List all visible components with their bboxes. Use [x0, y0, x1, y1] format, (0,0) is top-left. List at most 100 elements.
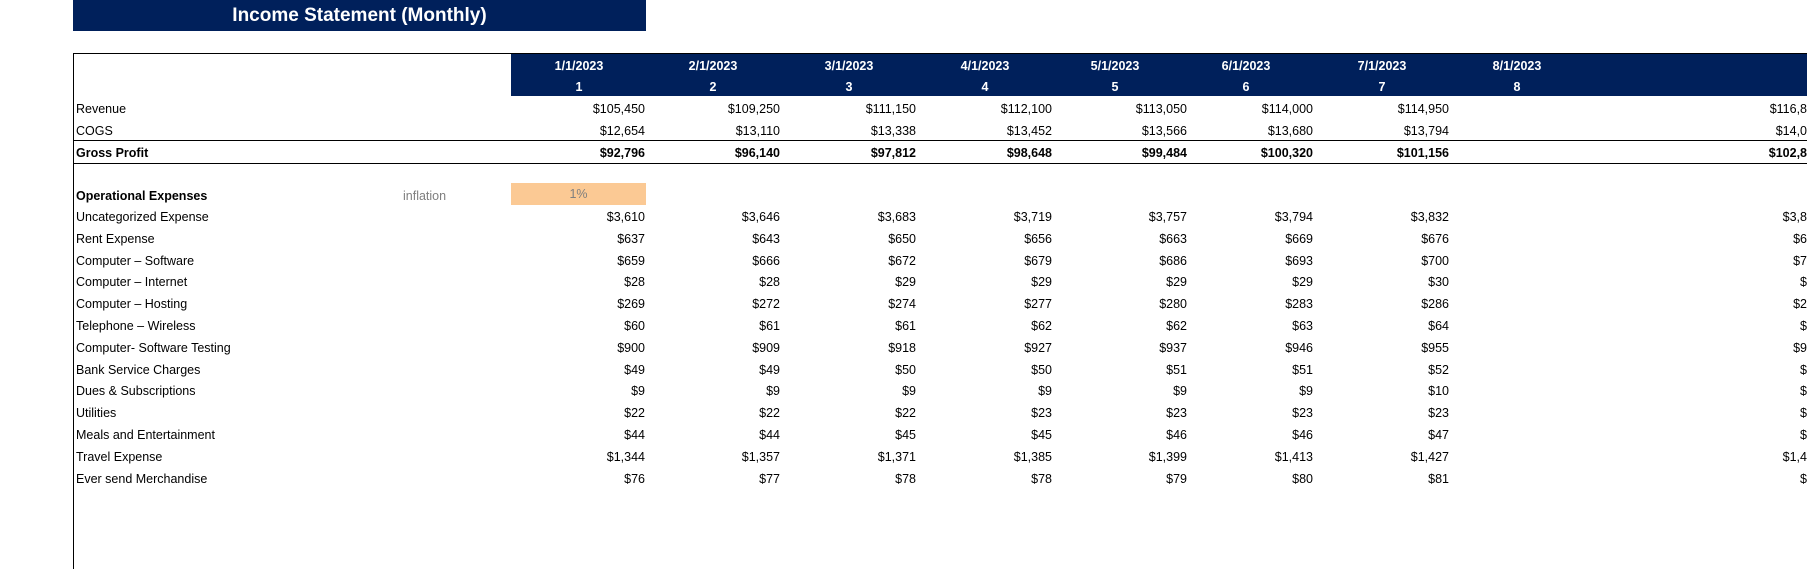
value-cell: $: [1800, 362, 1807, 377]
value-cell: $13,794: [1403, 124, 1449, 138]
row-label: Computer- Software Testing: [76, 340, 231, 355]
value-cell: $286: [1421, 297, 1449, 312]
value-cell: $45: [1031, 428, 1052, 442]
period-date: 3/1/2023: [824, 59, 874, 73]
value-cell: $23: [1292, 406, 1313, 421]
row-label: COGS: [76, 124, 113, 138]
value-cell: $22: [895, 406, 916, 421]
value-cell: $9: [766, 384, 780, 399]
value-cell: $23: [1166, 406, 1187, 421]
value-cell: $659: [617, 253, 645, 268]
value-cell: $280: [1159, 297, 1187, 312]
value-cell: $: [1800, 275, 1807, 290]
value-cell: $9: [902, 384, 916, 399]
value-cell: $22: [759, 406, 780, 421]
value-cell: $1,371: [877, 449, 916, 464]
value-cell: $101,156: [1396, 146, 1449, 160]
page-title: Income Statement (Monthly): [73, 0, 646, 31]
value-cell: $114,000: [1261, 102, 1313, 116]
period-date: 5/1/2023: [1090, 59, 1140, 73]
period-num: 6: [1242, 80, 1250, 94]
value-cell: $29: [895, 275, 916, 290]
value-cell: $14,0: [1775, 124, 1807, 138]
value-cell: $9: [1299, 384, 1313, 399]
value-cell: $: [1800, 428, 1807, 442]
value-cell: $60: [624, 319, 645, 333]
value-cell: $643: [752, 231, 780, 246]
value-cell: $62: [1166, 319, 1187, 333]
inflation-label: inflation: [403, 189, 447, 203]
value-cell: $51: [1292, 362, 1313, 377]
value-cell: $52: [1428, 362, 1449, 377]
row-label: Meals and Entertainment: [76, 428, 215, 442]
value-cell: $7: [1793, 253, 1807, 268]
value-cell: $13,338: [870, 124, 916, 138]
value-cell: $112,100: [1000, 102, 1052, 116]
period-date: 2/1/2023: [688, 59, 738, 73]
row-label: Dues & Subscriptions: [76, 384, 196, 399]
value-cell: $12,654: [599, 124, 645, 138]
row-label: Ever send Merchandise: [76, 471, 208, 486]
value-cell: $955: [1421, 340, 1449, 355]
value-cell: $272: [752, 297, 780, 312]
value-cell: $97,812: [870, 146, 916, 160]
value-cell: $918: [888, 340, 916, 355]
value-cell: $1,4: [1782, 449, 1807, 464]
value-cell: $937: [1159, 340, 1187, 355]
value-cell: $9: [1793, 340, 1807, 355]
value-cell: $1,357: [741, 449, 780, 464]
period-num: 8: [1513, 80, 1521, 94]
value-cell: $44: [759, 428, 780, 442]
value-cell: $46: [1166, 428, 1187, 442]
value-cell: $114,950: [1397, 102, 1449, 116]
period-num: 2: [709, 80, 717, 94]
value-cell: $3,683: [877, 210, 916, 224]
inflation-input[interactable]: 1%: [511, 183, 646, 205]
value-cell: $686: [1159, 253, 1187, 268]
row-label: Telephone – Wireless: [76, 319, 196, 333]
value-cell: $669: [1285, 231, 1313, 246]
period-header-band: 1/1/2023 1 2/1/2023 2 3/1/2023 3 4/1/2023 4 5/1/…: [511, 53, 1807, 96]
value-cell: $44: [624, 428, 645, 442]
value-cell: $637: [617, 231, 645, 246]
value-cell: $: [1800, 319, 1807, 333]
value-cell: $3,646: [741, 210, 780, 224]
value-cell: $: [1800, 406, 1807, 421]
value-cell: $13,566: [1141, 124, 1187, 138]
value-cell: $927: [1024, 340, 1052, 355]
value-cell: $672: [888, 253, 916, 268]
row-label: Uncategorized Expense: [76, 210, 209, 224]
value-cell: $9: [1173, 384, 1187, 399]
value-cell: $111,150: [865, 102, 916, 116]
value-cell: $: [1800, 384, 1807, 399]
value-cell: $23: [1031, 406, 1052, 421]
value-cell: $900: [617, 340, 645, 355]
value-cell: $63: [1292, 319, 1313, 333]
opex-header: Operational Expenses: [76, 189, 208, 203]
value-cell: $656: [1024, 231, 1052, 246]
value-cell: $679: [1024, 253, 1052, 268]
value-cell: $700: [1421, 253, 1449, 268]
value-cell: $80: [1292, 471, 1313, 486]
value-cell: $45: [895, 428, 916, 442]
value-cell: $30: [1428, 275, 1449, 290]
row-label: Computer – Hosting: [76, 297, 188, 312]
value-cell: $64: [1428, 319, 1449, 333]
value-cell: $1,427: [1410, 449, 1449, 464]
value-cell: $10: [1428, 384, 1449, 399]
value-cell: $61: [759, 319, 780, 333]
period-num: 3: [845, 80, 853, 94]
value-cell: $: [1800, 471, 1807, 486]
value-cell: $13,110: [735, 124, 780, 138]
value-cell: $1,385: [1013, 449, 1052, 464]
value-cell: $29: [1166, 275, 1187, 290]
row-label: Computer – Software: [76, 253, 195, 268]
value-cell: $81: [1428, 471, 1449, 486]
value-cell: $1,344: [606, 449, 645, 464]
period-num: 7: [1378, 80, 1386, 94]
value-cell: $9: [631, 384, 645, 399]
value-cell: $946: [1285, 340, 1313, 355]
value-cell: $79: [1166, 471, 1187, 486]
value-cell: $49: [759, 362, 780, 377]
value-cell: $283: [1285, 297, 1313, 312]
